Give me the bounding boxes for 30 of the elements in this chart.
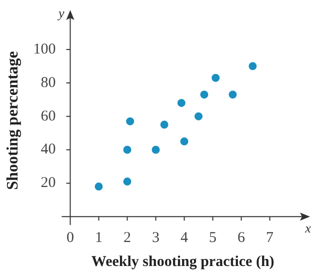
point (94, 182, 103, 191)
x-tick-label: 0 (66, 230, 74, 246)
y-tick-label: 60 (40, 108, 56, 124)
y-tick-label: 20 (40, 175, 56, 192)
x-tick-label: 6 (238, 230, 246, 246)
point (123, 178, 132, 186)
x-axis-title: Weekly shooting practice (h) (91, 254, 274, 270)
y-tick-label: 40 (40, 142, 56, 158)
x-tick-label: 4 (180, 230, 189, 246)
y-tick-label: 100 (33, 41, 56, 58)
point (180, 137, 188, 146)
point (248, 62, 257, 70)
point (177, 98, 186, 107)
point (228, 90, 237, 99)
x-tick-label: 2 (124, 230, 132, 246)
point (212, 74, 220, 82)
x-tick-label: 3 (152, 230, 160, 246)
point (152, 146, 160, 154)
point (160, 120, 168, 129)
point (126, 117, 134, 126)
x-tick-label: 1 (95, 230, 103, 246)
y-axis-title: Shooting percentage (4, 51, 22, 190)
y-tick-label: 80 (40, 74, 56, 91)
text: x (304, 220, 312, 236)
point (200, 90, 208, 99)
annotation: y (56, 5, 64, 20)
x-tick-label: 7 (266, 230, 274, 246)
point (194, 112, 203, 120)
point (123, 146, 132, 154)
x-tick-label: 5 (209, 230, 217, 246)
